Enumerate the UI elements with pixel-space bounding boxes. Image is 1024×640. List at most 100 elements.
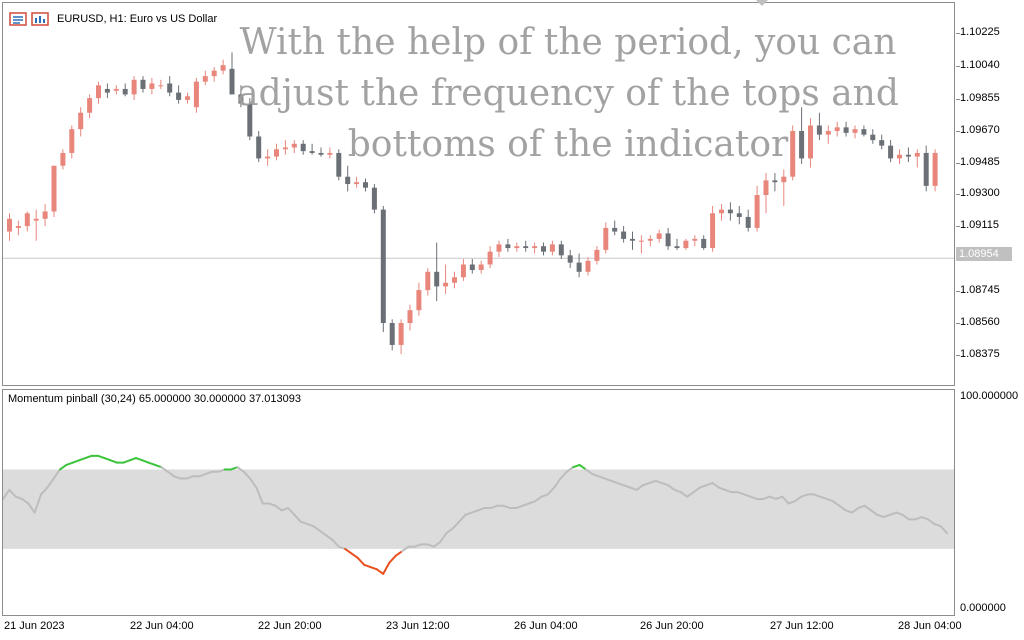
price-tick-mark xyxy=(956,323,960,324)
candle xyxy=(701,235,707,250)
candle-body xyxy=(914,152,920,157)
time-tick-label: 28 Jun 04:00 xyxy=(898,620,962,632)
momentum-segment xyxy=(489,504,499,510)
candle-body xyxy=(585,260,591,272)
momentum-segment xyxy=(363,563,372,569)
price-tick-mark xyxy=(956,99,960,100)
momentum-segment xyxy=(648,479,657,485)
overlay-caption: With the help of the period, you can adj… xyxy=(153,17,954,170)
indicator-axis[interactable]: 100.000000 0.000000 xyxy=(956,389,1024,616)
momentum-segment xyxy=(160,466,169,473)
momentum-segment xyxy=(546,486,556,496)
chart-shift-marker[interactable] xyxy=(756,0,768,6)
candle-body xyxy=(256,136,262,159)
candle-body xyxy=(843,127,849,133)
momentum-segment xyxy=(350,552,359,559)
indicator-list-icon[interactable] xyxy=(31,12,49,26)
momentum-segment xyxy=(749,495,758,500)
momentum-segment xyxy=(882,513,891,519)
candle-body xyxy=(594,249,600,261)
momentum-segment xyxy=(825,497,834,503)
time-tick-label: 22 Jun 20:00 xyxy=(258,620,322,632)
chart-window-icon[interactable] xyxy=(9,12,27,26)
candle-body xyxy=(443,282,449,287)
candle xyxy=(7,213,12,241)
time-tick-label: 26 Jun 04:00 xyxy=(514,620,578,632)
candle-body xyxy=(897,154,902,159)
candle-body xyxy=(238,94,244,104)
momentum-segment xyxy=(724,488,733,494)
candle-body xyxy=(825,131,831,135)
time-axis[interactable]: 21 Jun 2023 22 Jun 04:00 22 Jun 20:00 23… xyxy=(0,616,1024,640)
candle xyxy=(60,149,66,170)
candle xyxy=(621,226,627,243)
candle-body xyxy=(496,244,502,252)
candle xyxy=(238,85,244,108)
candle-body xyxy=(647,238,653,241)
candle xyxy=(389,319,395,351)
candle xyxy=(15,220,21,236)
candle-body xyxy=(176,92,182,100)
candle-body xyxy=(398,323,404,345)
candle xyxy=(460,259,466,281)
price-axis[interactable]: 1.10225 1.10040 1.09855 1.09670 1.09485 … xyxy=(956,0,1024,386)
symbol-title: EURUSD, H1: Euro vs US Dollar xyxy=(57,13,218,25)
momentum-segment xyxy=(768,495,777,500)
candle xyxy=(87,94,93,119)
candle-body xyxy=(15,226,21,228)
candle-body xyxy=(603,227,609,250)
momentum-segment xyxy=(52,468,62,480)
candle-body xyxy=(247,103,253,137)
momentum-segment xyxy=(375,568,385,575)
candle xyxy=(870,129,876,144)
momentum-segment xyxy=(901,513,910,521)
momentum-segment xyxy=(464,511,473,516)
candle xyxy=(514,242,520,252)
candle xyxy=(220,59,226,75)
indicator-pane[interactable]: Momentum pinball (30,24) 65.000000 30.00… xyxy=(2,389,955,616)
candle-body xyxy=(140,79,146,89)
candle xyxy=(425,268,431,296)
price-tick-label: 1.09485 xyxy=(960,156,1000,168)
candle-body xyxy=(736,213,742,217)
candle-body xyxy=(33,218,39,221)
candle-body xyxy=(416,290,422,311)
momentum-segment xyxy=(477,507,486,512)
candlestick-chart[interactable] xyxy=(3,3,955,386)
candle xyxy=(665,227,671,250)
candle xyxy=(256,131,262,163)
momentum-segment xyxy=(356,556,366,566)
momentum-segment xyxy=(325,534,334,541)
momentum-segment xyxy=(426,543,435,548)
candle xyxy=(478,260,484,274)
momentum-segment xyxy=(844,509,853,514)
candle-body xyxy=(612,227,618,232)
momentum-segment xyxy=(141,459,150,464)
candle xyxy=(33,209,39,241)
candle xyxy=(736,205,742,225)
momentum-segment xyxy=(103,457,112,462)
price-chart-pane[interactable]: EURUSD, H1: Euro vs US Dollar With the h… xyxy=(2,2,955,386)
momentum-segment xyxy=(610,479,619,485)
candle xyxy=(719,204,724,221)
candle-body xyxy=(745,216,751,228)
candle xyxy=(745,209,751,232)
candle-body xyxy=(229,68,235,95)
candle xyxy=(69,125,75,159)
price-tick-label: 1.08745 xyxy=(960,284,1000,296)
candle xyxy=(843,121,849,137)
momentum-segment xyxy=(838,504,847,512)
candle xyxy=(229,52,235,95)
momentum-chart[interactable] xyxy=(3,390,955,616)
symbol-info-bar: EURUSD, H1: Euro vs US Dollar xyxy=(9,9,217,29)
momentum-segment xyxy=(78,457,87,462)
candle-body xyxy=(719,209,724,214)
momentum-segment xyxy=(591,472,600,478)
candle-body xyxy=(558,244,564,256)
candle-body xyxy=(772,180,778,183)
candle xyxy=(434,242,440,302)
candle xyxy=(763,173,769,214)
momentum-segment xyxy=(344,547,353,555)
momentum-segment xyxy=(553,477,562,489)
candle-body xyxy=(96,85,101,99)
